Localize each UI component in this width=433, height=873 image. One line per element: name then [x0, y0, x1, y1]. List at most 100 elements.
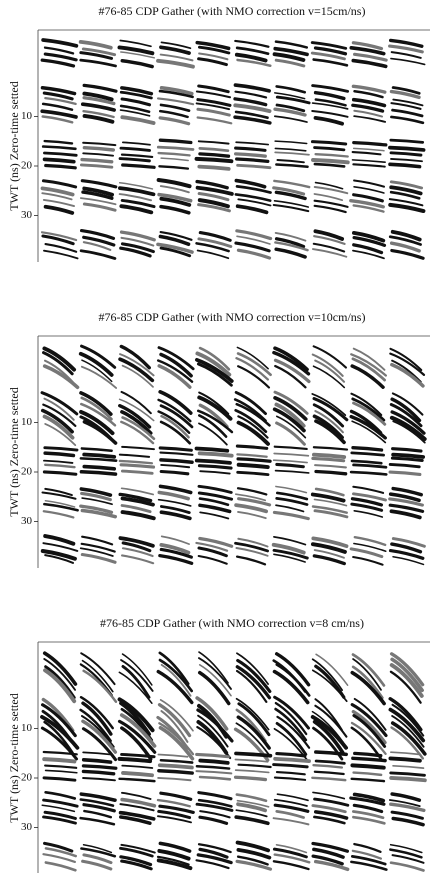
reflection	[236, 346, 269, 370]
reflection	[352, 485, 385, 494]
reflection	[275, 504, 305, 513]
reflection	[275, 95, 311, 105]
reflection	[311, 84, 350, 93]
reflection	[274, 92, 306, 100]
reflection	[44, 499, 76, 508]
reflection	[390, 751, 422, 756]
reflection	[198, 758, 230, 765]
reflection	[158, 722, 195, 756]
reflection	[272, 52, 306, 62]
reflection	[388, 503, 425, 513]
reflection	[312, 554, 346, 566]
reflection	[236, 248, 272, 260]
reflection	[275, 491, 309, 501]
reflection	[273, 798, 308, 807]
reflection	[44, 243, 78, 253]
reflection	[119, 713, 157, 748]
reflection	[276, 715, 311, 749]
reflection	[353, 842, 382, 854]
reflection	[275, 810, 305, 819]
reflection	[197, 140, 230, 145]
reflection	[235, 229, 273, 241]
reflection	[159, 420, 192, 445]
reflection	[389, 180, 424, 190]
reflection	[79, 792, 117, 803]
reflection	[156, 359, 194, 383]
reflection	[391, 486, 423, 497]
reflection	[389, 663, 424, 698]
reflection	[275, 770, 306, 776]
reflection	[313, 186, 349, 195]
reflection	[352, 401, 387, 426]
reflection	[272, 763, 309, 769]
reflection	[197, 192, 230, 202]
reflection	[353, 90, 384, 99]
reflection	[194, 357, 234, 383]
reflection	[236, 715, 271, 750]
reflection	[236, 462, 270, 470]
reflection	[158, 138, 193, 145]
reflection	[274, 652, 311, 687]
reflection	[275, 485, 308, 494]
reflection	[350, 353, 387, 377]
reflection	[233, 398, 267, 422]
reflection	[158, 234, 191, 247]
reflection	[44, 463, 76, 469]
reflection	[82, 96, 116, 106]
reflection	[158, 89, 194, 99]
reflection	[237, 497, 272, 507]
reflection	[117, 756, 153, 764]
reflection	[389, 802, 426, 813]
reflection	[40, 58, 76, 68]
reflection	[159, 109, 189, 119]
reflection	[273, 179, 311, 189]
reflection	[120, 859, 153, 871]
reflection	[156, 145, 195, 151]
reflection	[391, 392, 424, 416]
reflection	[42, 815, 77, 825]
reflection	[81, 497, 113, 506]
reflection	[79, 229, 116, 240]
reflection	[42, 776, 77, 782]
reflection	[310, 714, 348, 750]
reflection	[314, 419, 346, 445]
reflection	[349, 414, 387, 440]
reflection	[389, 151, 423, 157]
reflection	[156, 669, 194, 705]
reflection	[351, 151, 382, 156]
reflection	[235, 185, 272, 194]
reflection	[271, 542, 306, 555]
panel-title: #76-85 CDP Gather (with NMO correction v…	[100, 616, 364, 630]
reflection	[194, 446, 230, 453]
reflection	[42, 414, 75, 440]
reflection	[159, 103, 191, 113]
reflection	[313, 235, 346, 245]
reflection	[121, 554, 155, 565]
reflection	[313, 146, 346, 152]
reflection	[314, 487, 345, 497]
reflection	[120, 115, 156, 125]
reflection	[351, 159, 386, 163]
reflection	[311, 456, 346, 463]
reflection	[119, 855, 153, 867]
reflection	[236, 799, 270, 808]
reflection	[82, 844, 113, 854]
reflection	[234, 178, 267, 189]
reflection	[81, 758, 113, 764]
reflection	[390, 51, 422, 59]
reflection	[273, 199, 310, 208]
reflection	[80, 552, 117, 564]
reflection	[43, 52, 78, 62]
reflection	[235, 697, 270, 731]
reflection	[41, 234, 75, 246]
reflection	[156, 58, 195, 69]
reflection	[117, 719, 157, 754]
reflection	[118, 157, 151, 163]
reflection	[352, 714, 387, 748]
reflection	[120, 390, 152, 415]
reflection	[236, 802, 267, 813]
reflection	[120, 496, 155, 507]
reflection	[195, 770, 233, 775]
reflection	[44, 861, 77, 872]
reflection	[117, 697, 155, 733]
